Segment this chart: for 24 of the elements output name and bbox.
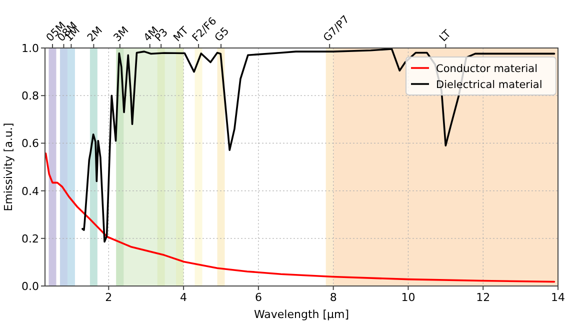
y-tick-label: 0.4 — [22, 184, 39, 198]
x-tick-label: 6 — [254, 291, 262, 304]
band-label: G5 — [212, 25, 232, 44]
x-tick-label: 2 — [105, 291, 112, 304]
line-series — [44, 152, 556, 283]
x-tick-label: 4 — [180, 291, 188, 304]
y-tick-label: 0.8 — [22, 90, 39, 103]
line-series — [82, 48, 556, 243]
legend-label: Dielectrical material — [436, 79, 542, 91]
x-axis-title: Wavelength [µm] — [254, 308, 350, 321]
y-tick-label: 0.2 — [22, 232, 39, 246]
band-label: MT — [171, 24, 192, 44]
legend-label: Conductor material — [436, 63, 538, 75]
band-label: 2M — [85, 24, 105, 44]
y-tick-label: 0.6 — [22, 137, 39, 150]
y-tick-label: 1.0 — [22, 42, 39, 55]
band-label: 3M — [112, 24, 132, 44]
x-tick-label: 10 — [401, 291, 416, 304]
y-axis-title: Emissivity [a.u.] — [2, 122, 15, 212]
x-tick-label: 14 — [551, 291, 565, 304]
x-tick-label: 8 — [330, 291, 337, 304]
y-tick-label: 0.0 — [22, 280, 39, 293]
x-tick-label: 12 — [476, 291, 490, 304]
band-label: LT — [437, 28, 454, 44]
